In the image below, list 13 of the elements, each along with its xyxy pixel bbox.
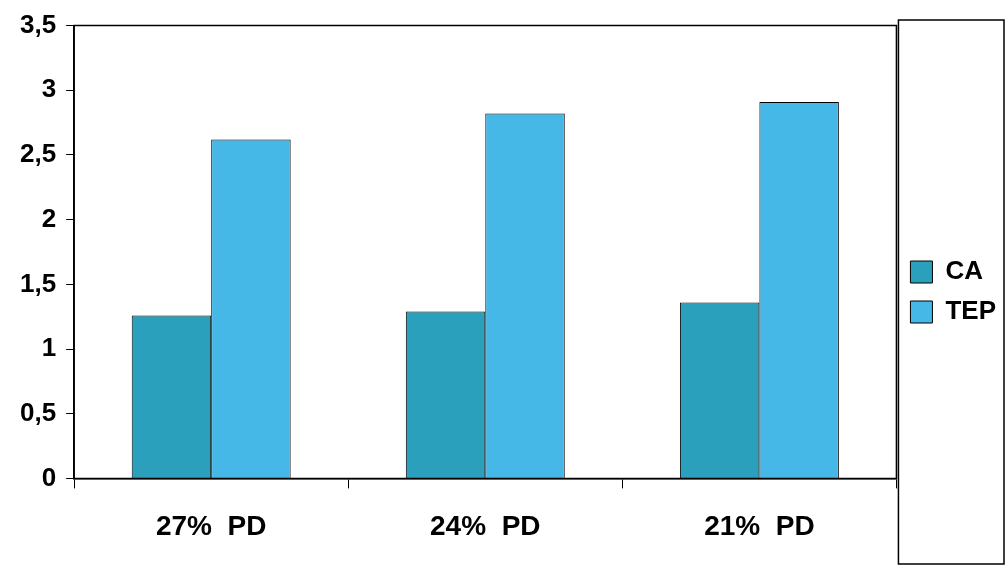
x-tick-label: 24% PD (430, 509, 541, 541)
y-tick-label: 1 (41, 332, 57, 363)
x-tick-label: 21% PD (704, 509, 815, 541)
x-tick-label: 27% PD (155, 509, 267, 541)
y-tick-label: 3,5 (19, 8, 57, 39)
legend-label: CA (945, 255, 984, 286)
y-tick-label: 0,5 (19, 396, 57, 427)
y-tick-label: 0 (41, 461, 57, 492)
y-tick-label: 1,5 (19, 267, 57, 298)
y-tick-label: 3 (41, 73, 57, 104)
legend-label: TEP (945, 295, 997, 326)
y-tick-label: 2 (41, 202, 57, 233)
y-tick-label: 2,5 (19, 138, 57, 169)
